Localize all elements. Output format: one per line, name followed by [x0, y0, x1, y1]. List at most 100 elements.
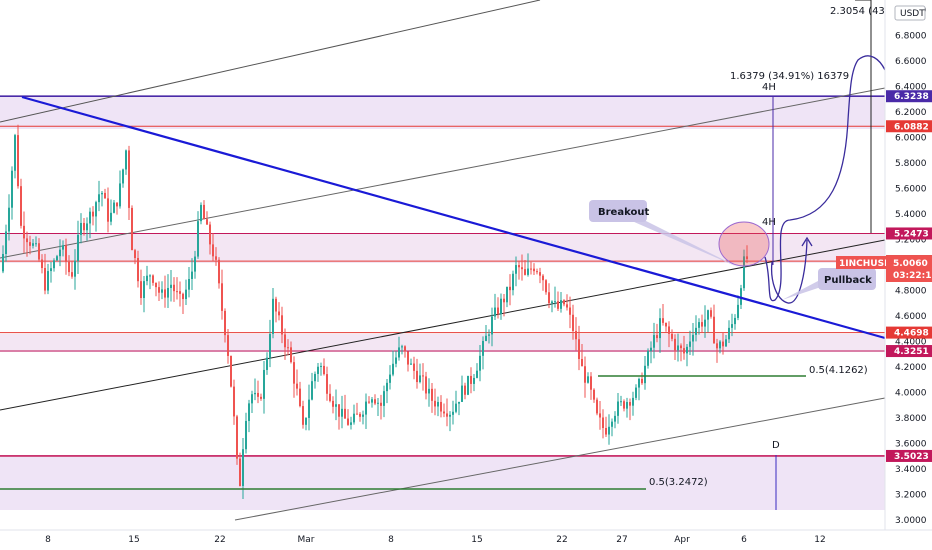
resistance-zone-middle — [0, 233, 885, 263]
candle-body — [335, 404, 337, 407]
currency-badge[interactable] — [894, 5, 926, 21]
price-level-labels: 6.32386.08825.24735.03034.46984.32513.50… — [886, 90, 932, 462]
candle-body — [29, 242, 31, 246]
channel-upper-line — [0, 0, 541, 123]
candle-body — [443, 411, 445, 414]
candle-body — [20, 186, 22, 226]
candle-body — [284, 334, 286, 348]
candle-body — [116, 202, 118, 207]
candle-body — [233, 386, 235, 417]
candle-body — [734, 317, 736, 325]
candle-body — [2, 253, 4, 272]
price-tick-label: 4.4000 — [895, 338, 927, 348]
candle-body — [278, 311, 280, 316]
time-tick-label: 8 — [388, 535, 394, 545]
breakout-callout-box — [589, 200, 647, 222]
candle-body — [434, 400, 436, 407]
candle-body — [74, 260, 76, 277]
candle-body — [368, 401, 370, 403]
projected-pullback-path — [770, 239, 808, 304]
candle-body — [56, 256, 58, 261]
candle-body — [530, 268, 532, 270]
candle-body — [746, 256, 748, 259]
candle-body — [32, 243, 34, 246]
candle-body — [167, 287, 169, 298]
candle-body — [566, 304, 568, 308]
support-zone — [0, 334, 885, 352]
candle-body — [317, 366, 319, 374]
candle-body — [665, 322, 667, 327]
candle-body — [626, 402, 628, 409]
candle-body — [506, 286, 508, 303]
candle-body — [35, 243, 37, 245]
candle-body — [197, 221, 199, 257]
candle-body — [305, 417, 307, 425]
candle-body — [143, 281, 145, 299]
candle-body — [605, 428, 607, 435]
candle-body — [668, 326, 670, 334]
candle-body — [299, 388, 301, 407]
candle-body — [179, 291, 181, 294]
candle-body — [101, 192, 103, 195]
breakout-callout-pointer — [625, 218, 740, 268]
candle-body — [92, 211, 94, 217]
fib-label-upper: 0.5(4.1262) — [809, 365, 868, 376]
candle-body — [65, 245, 67, 262]
candle-body — [617, 401, 619, 416]
time-tick-label: 22 — [214, 535, 225, 545]
candle-body — [17, 135, 19, 187]
candle-body — [512, 273, 514, 291]
time-tick-label: Apr — [674, 535, 690, 545]
candle-body — [44, 267, 46, 291]
candle-body — [362, 414, 364, 417]
candle-body — [641, 378, 643, 384]
candle-body — [680, 345, 682, 349]
candle-body — [332, 400, 334, 407]
candle-body — [497, 307, 499, 314]
candle-body — [476, 370, 478, 378]
candle-body — [98, 194, 100, 203]
candle-body — [533, 268, 535, 272]
candle-body — [71, 272, 73, 277]
candle-body — [719, 341, 721, 349]
level-tag-label: 6.0882 — [894, 122, 929, 132]
candle-body — [110, 212, 112, 222]
timeframe-label-1: 4H — [762, 82, 776, 93]
candle-body — [59, 249, 61, 257]
candle-body — [380, 402, 382, 406]
candle-body — [671, 333, 673, 339]
candle-body — [698, 322, 700, 328]
candle-body — [227, 335, 229, 356]
candle-body — [518, 265, 520, 268]
candle-body — [275, 298, 277, 312]
candle-body — [695, 327, 697, 335]
candle-body — [353, 413, 355, 423]
candle-body — [728, 327, 730, 340]
candle-body — [473, 377, 475, 384]
candle-body — [563, 300, 565, 305]
candle-body — [341, 408, 343, 417]
candle-body — [68, 261, 70, 273]
candle-body — [644, 365, 646, 384]
candle-body — [272, 298, 274, 334]
candle-body — [560, 300, 562, 309]
time-tick-label: 8 — [45, 535, 51, 545]
price-tick-label: 4.0000 — [895, 389, 927, 399]
candle-body — [41, 259, 43, 268]
candle-body — [203, 204, 205, 220]
time-axis-ticks: 8 15 22 Mar 8 15 22 27 Apr 6 12 — [45, 535, 826, 545]
candle-body — [602, 417, 604, 429]
candle-body — [371, 399, 373, 403]
price-tick-label: 4.2000 — [895, 363, 927, 373]
candlesticks — [2, 124, 748, 500]
candle-body — [428, 388, 430, 394]
candle-body — [503, 298, 505, 303]
candle-body — [347, 418, 349, 425]
candle-body — [230, 355, 232, 387]
level-tag-label: 4.3251 — [894, 347, 929, 357]
candle-body — [236, 416, 238, 459]
candle-body — [440, 401, 442, 412]
candle-body — [323, 365, 325, 375]
time-tick-label: Mar — [298, 535, 315, 545]
